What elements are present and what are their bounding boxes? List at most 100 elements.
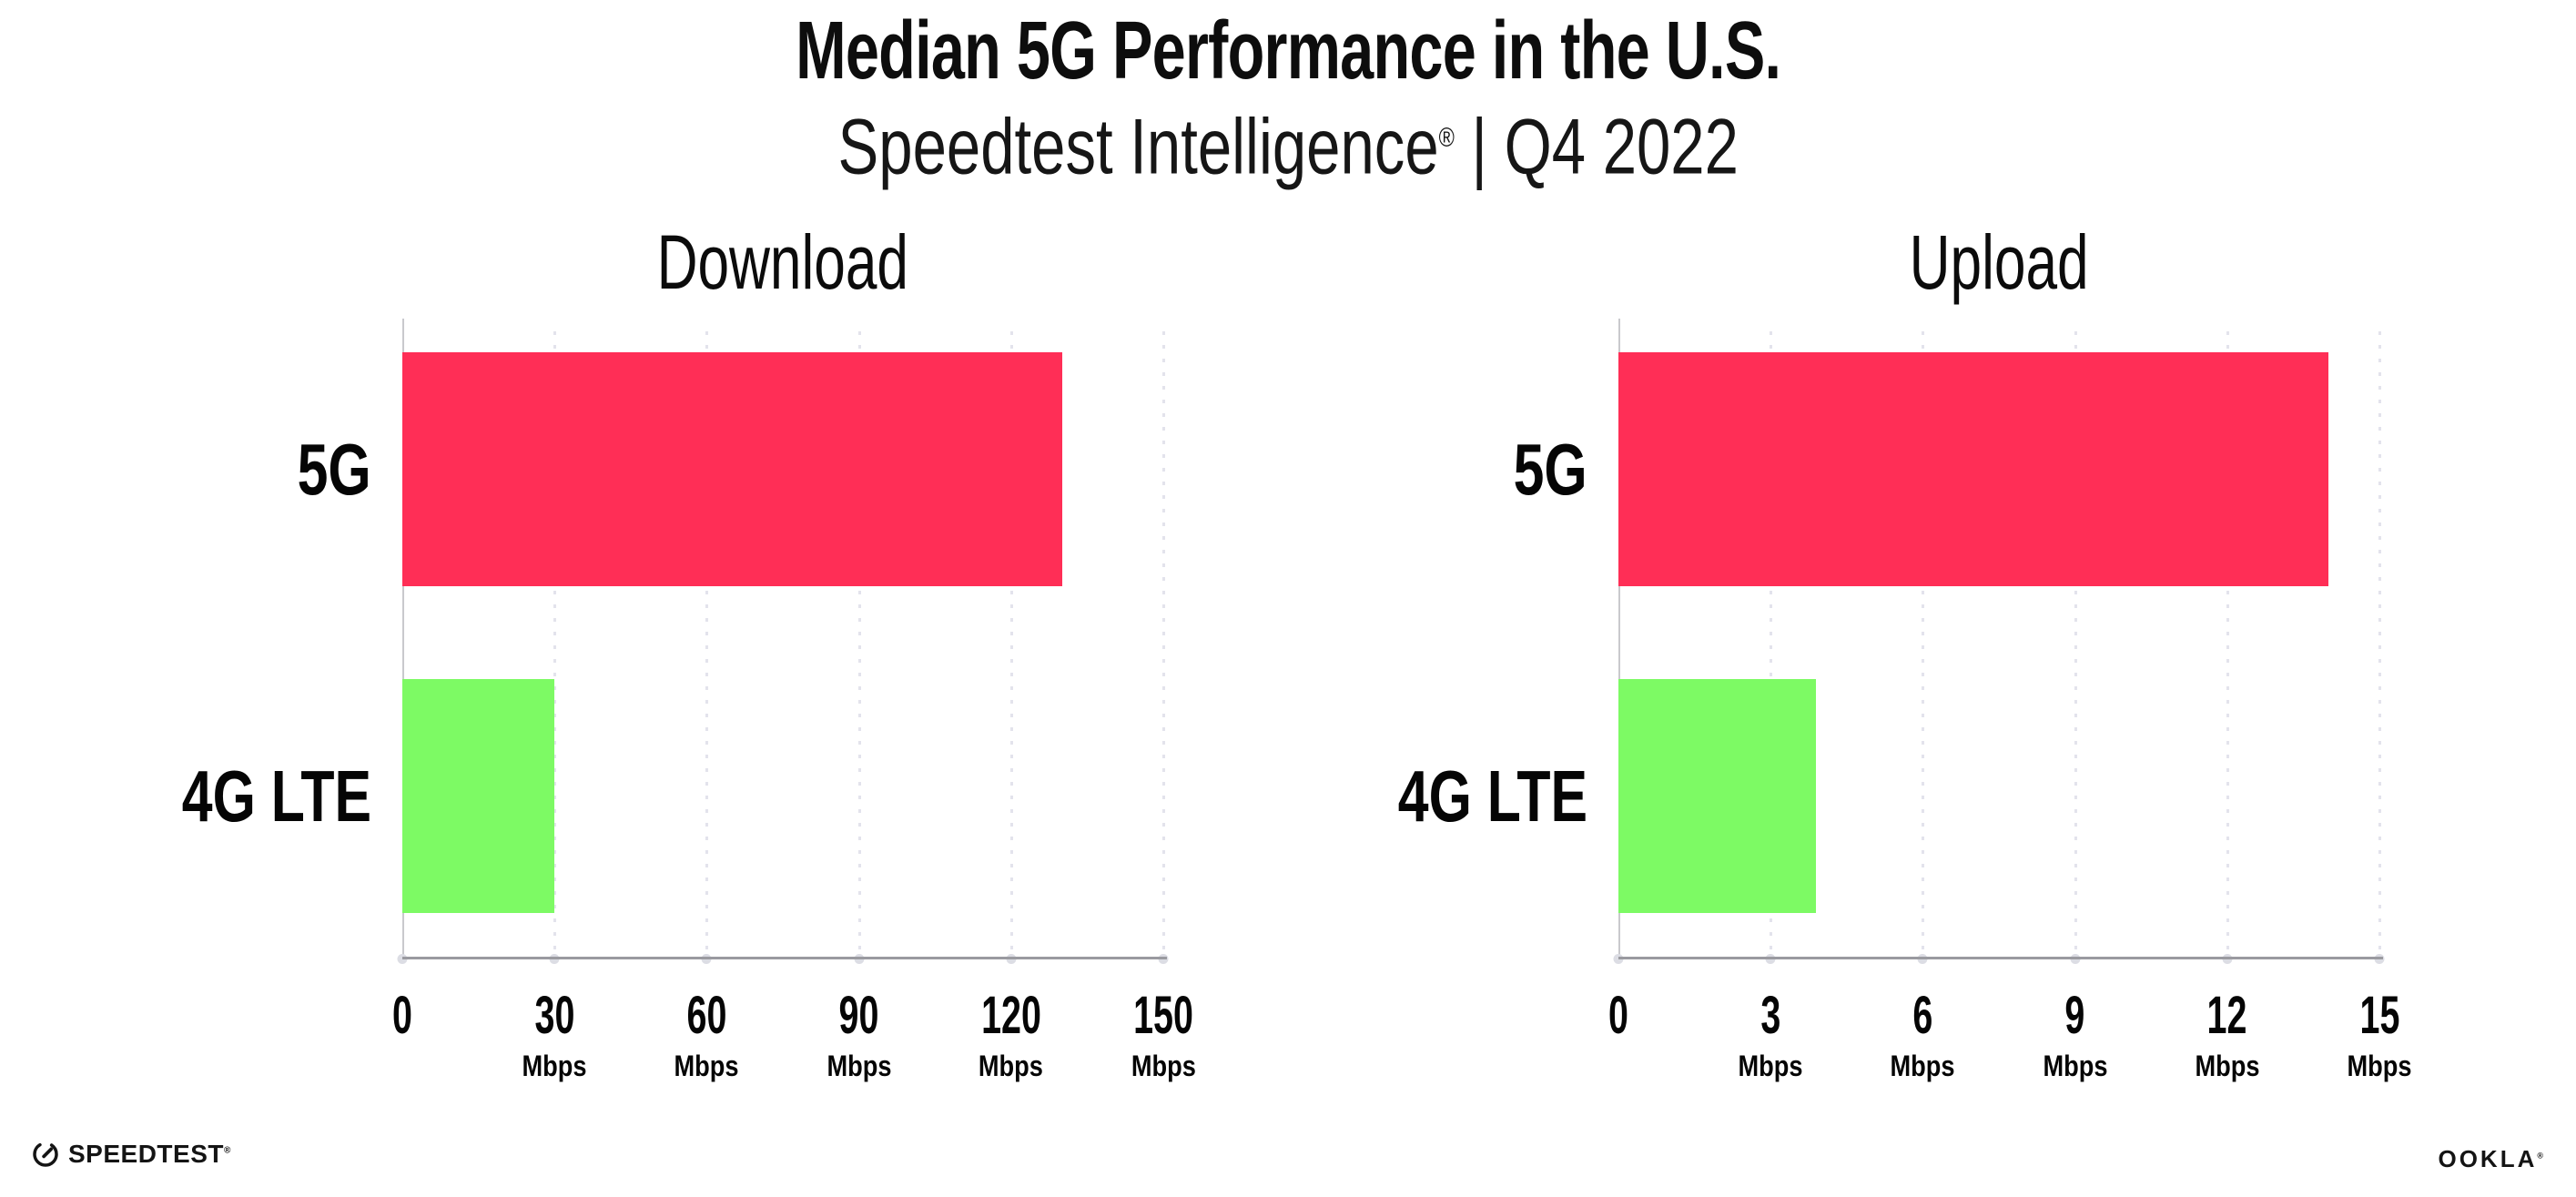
ookla-wordmark: OOKLA bbox=[2438, 1145, 2538, 1172]
tick-unit: Mbps bbox=[1732, 1049, 1809, 1083]
category-label-text: 4G LTE bbox=[1397, 755, 1587, 837]
tick-value-text: 3 bbox=[1760, 986, 1781, 1045]
category-label-text: 4G LTE bbox=[181, 755, 371, 837]
tick-value: 3 bbox=[1732, 987, 1809, 1045]
tick-value: 120 bbox=[967, 987, 1055, 1045]
y-axis-line bbox=[1618, 319, 1620, 958]
subtitle-period: | Q4 2022 bbox=[1454, 103, 1739, 191]
tick-value-text: 9 bbox=[2064, 986, 2085, 1045]
category-label-5g: 5G bbox=[1260, 352, 1587, 586]
tick-label-3: 3 Mbps bbox=[1732, 987, 1809, 1083]
tick-value: 90 bbox=[821, 987, 898, 1045]
y-axis-line bbox=[402, 319, 404, 958]
tick-value-text: 90 bbox=[838, 986, 879, 1045]
tick-unit: Mbps bbox=[2341, 1049, 2418, 1083]
tick-label-90: 90 Mbps bbox=[821, 987, 898, 1083]
gridline-60 bbox=[705, 331, 709, 958]
tick-unit: Mbps bbox=[821, 1049, 898, 1083]
gridline-90 bbox=[857, 331, 861, 958]
tick-label-12: 12 Mbps bbox=[2189, 987, 2266, 1083]
tick-value: 60 bbox=[669, 987, 745, 1045]
tick-value-text: 6 bbox=[1912, 986, 1933, 1045]
bar-5g bbox=[402, 352, 1062, 586]
chart-upload: Upload 0 3 Mbps 6 Mbps 9 Mbps 12 Mbps 15 Mbps 5G 4G L… bbox=[1398, 217, 2412, 1127]
tick-unit-text: Mbps bbox=[1738, 1050, 1803, 1082]
gridline-120 bbox=[1009, 331, 1013, 958]
tick-value: 0 bbox=[1604, 987, 1633, 1045]
tick-value-text: 30 bbox=[534, 986, 575, 1045]
page-title: Median 5G Performance in the U.S. bbox=[0, 7, 2576, 95]
category-label-text: 5G bbox=[1513, 428, 1587, 510]
subtitle-brand: Speedtest Intelligence bbox=[837, 103, 1439, 191]
tick-value: 0 bbox=[388, 987, 417, 1045]
tick-label-0: 0 bbox=[1604, 987, 1633, 1045]
tick-unit-text: Mbps bbox=[1131, 1050, 1196, 1082]
category-label-4g-lte: 4G LTE bbox=[1260, 679, 1587, 913]
gridline-15 bbox=[2378, 331, 2381, 958]
gridline-3 bbox=[1770, 331, 1773, 958]
tick-label-120: 120 Mbps bbox=[967, 987, 1055, 1083]
speedtest-registered-mark: ® bbox=[223, 1145, 231, 1156]
tick-value-text: 150 bbox=[1133, 986, 1193, 1045]
gridline-6 bbox=[1922, 331, 1925, 958]
speedtest-logo: SPEEDTEST® bbox=[31, 1140, 231, 1169]
tick-value-text: 60 bbox=[686, 986, 727, 1045]
tick-unit: Mbps bbox=[1120, 1049, 1208, 1083]
bar-4g-lte bbox=[1618, 679, 1817, 913]
plot-upload: 0 3 Mbps 6 Mbps 9 Mbps 12 Mbps 15 Mbps 5G 4G LTE bbox=[1398, 319, 2412, 1082]
tick-value: 30 bbox=[516, 987, 593, 1045]
tick-value-text: 15 bbox=[2359, 986, 2399, 1045]
x-axis-line bbox=[1618, 957, 2383, 959]
page-title-text: Median 5G Performance in the U.S. bbox=[795, 5, 1781, 96]
tick-unit-text: Mbps bbox=[979, 1050, 1044, 1082]
tick-unit-text: Mbps bbox=[674, 1050, 739, 1082]
gridline-30 bbox=[553, 331, 557, 958]
chart-download: Download 0 30 Mbps 60 Mbps 90 Mbps 120 Mbps 150 Mbp… bbox=[182, 217, 1196, 1127]
tick-label-30: 30 Mbps bbox=[516, 987, 593, 1083]
category-label-text: 5G bbox=[297, 428, 371, 510]
tick-value-text: 120 bbox=[980, 986, 1041, 1045]
tick-value: 15 bbox=[2341, 987, 2418, 1045]
speedtest-wordmark: SPEEDTEST® bbox=[68, 1140, 231, 1168]
chart-title-upload: Upload bbox=[1618, 217, 2379, 308]
tick-label-6: 6 Mbps bbox=[1885, 987, 1962, 1083]
category-label-4g-lte: 4G LTE bbox=[44, 679, 371, 913]
bar-5g bbox=[1618, 352, 2329, 586]
tick-unit: Mbps bbox=[2189, 1049, 2266, 1083]
tick-value-text: 0 bbox=[1608, 986, 1628, 1045]
plot-download: 0 30 Mbps 60 Mbps 90 Mbps 120 Mbps 150 Mbps 5G 4G LT… bbox=[182, 319, 1195, 1082]
chart-title-text: Upload bbox=[1909, 219, 2089, 305]
tick-value: 12 bbox=[2189, 987, 2266, 1045]
tick-value: 6 bbox=[1885, 987, 1962, 1045]
tick-unit-text: Mbps bbox=[2347, 1050, 2412, 1082]
tick-value-text: 0 bbox=[392, 986, 412, 1045]
tick-unit: Mbps bbox=[669, 1049, 745, 1083]
tick-unit-text: Mbps bbox=[1890, 1050, 1955, 1082]
tick-unit: Mbps bbox=[2037, 1049, 2114, 1083]
registered-mark: ® bbox=[1438, 123, 1455, 153]
tick-unit: Mbps bbox=[967, 1049, 1055, 1083]
tick-value-text: 12 bbox=[2206, 986, 2247, 1045]
tick-label-150: 150 Mbps bbox=[1120, 987, 1208, 1083]
chart-title-text: Download bbox=[656, 219, 909, 305]
ookla-logo: OOKLA® bbox=[2438, 1145, 2543, 1173]
tick-unit: Mbps bbox=[516, 1049, 593, 1083]
tick-label-0: 0 bbox=[388, 987, 417, 1045]
tick-label-9: 9 Mbps bbox=[2037, 987, 2114, 1083]
tick-unit: Mbps bbox=[1885, 1049, 1962, 1083]
category-label-5g: 5G bbox=[44, 352, 371, 586]
tick-unit-text: Mbps bbox=[827, 1050, 892, 1082]
gridline-12 bbox=[2226, 331, 2229, 958]
chart-title-download: Download bbox=[402, 217, 1163, 308]
speedtest-gauge-icon bbox=[33, 1141, 58, 1167]
bar-4g-lte bbox=[402, 679, 555, 913]
tick-unit-text: Mbps bbox=[2195, 1050, 2260, 1082]
x-axis-line bbox=[402, 957, 1167, 959]
gridline-150 bbox=[1162, 331, 1165, 958]
page-subtitle: Speedtest Intelligence® | Q4 2022 bbox=[0, 95, 2576, 191]
gridline-9 bbox=[2074, 331, 2077, 958]
tick-value: 150 bbox=[1120, 987, 1208, 1045]
ookla-registered-mark: ® bbox=[2537, 1151, 2543, 1161]
tick-label-60: 60 Mbps bbox=[669, 987, 745, 1083]
